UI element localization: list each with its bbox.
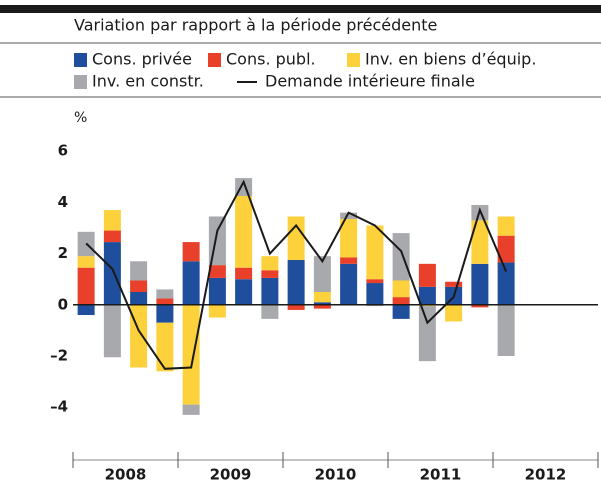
legend-swatch	[208, 53, 221, 67]
y-tick-label: 2	[58, 244, 68, 262]
bar-segment	[340, 257, 358, 264]
bar-segment	[156, 322, 174, 372]
legend-label: Cons. publ.	[226, 50, 316, 69]
bar-segment	[156, 304, 174, 323]
y-tick-label: 0	[58, 295, 68, 313]
bar-segment	[366, 283, 384, 305]
bar-segment	[208, 304, 226, 318]
bar-segment	[392, 233, 410, 281]
y-tick-label: 4	[58, 193, 68, 211]
chart-subtitle: Variation par rapport à la période précé…	[74, 16, 437, 35]
bar-segment	[208, 277, 226, 305]
bar-segment	[471, 263, 489, 305]
bar-segment	[156, 298, 174, 305]
legend-label: Cons. privée	[92, 50, 192, 69]
bar-segment	[77, 267, 95, 305]
bar-segment	[130, 280, 148, 292]
bar-segment	[313, 302, 331, 305]
y-tick-label: –4	[50, 398, 68, 416]
bar-segment	[103, 242, 121, 305]
bar-segment	[445, 304, 463, 322]
bar-segment	[130, 261, 148, 281]
bar-segment	[340, 212, 358, 220]
legend-label: Demande intérieure finale	[265, 72, 475, 91]
x-tick-label: 2010	[315, 466, 357, 484]
bar-segment	[418, 306, 436, 362]
y-unit: %	[74, 110, 87, 126]
bar-segment	[418, 286, 436, 305]
bar-segment	[392, 297, 410, 305]
bar-segment	[130, 292, 148, 305]
bar-segment	[261, 304, 279, 319]
y-tick-label: –2	[50, 347, 68, 365]
bar-segment	[182, 304, 200, 405]
bar-segment	[313, 256, 331, 292]
bar-segment	[156, 289, 174, 299]
bar-segment	[103, 210, 121, 231]
bar-segment	[340, 263, 358, 305]
legend-swatch	[74, 53, 87, 67]
bar-segment	[497, 216, 515, 236]
x-tick-label: 2012	[525, 466, 567, 484]
bar-segment	[261, 277, 279, 305]
bar-segment	[366, 279, 384, 284]
bar-segment	[235, 267, 253, 280]
bar-segment	[392, 304, 410, 319]
bar-segment	[208, 265, 226, 278]
bar-segment	[287, 216, 305, 260]
bar-segment	[313, 292, 331, 303]
bar-segment	[287, 260, 305, 305]
bar-segment	[471, 220, 489, 264]
bar-segment	[392, 280, 410, 298]
legend-swatch	[347, 53, 360, 67]
bar-segment	[103, 230, 121, 243]
bar-segment	[77, 304, 95, 316]
bar-segment	[471, 304, 489, 308]
top-bar	[0, 5, 601, 13]
bar-segment	[340, 219, 358, 258]
y-tick-label: 6	[58, 142, 68, 160]
bar-segment	[182, 261, 200, 305]
bar-segment	[445, 281, 463, 287]
bar-segment	[287, 304, 305, 310]
legend-swatch	[74, 75, 87, 89]
bar-segment	[497, 262, 515, 305]
bar-segment	[497, 235, 515, 263]
bar-segment	[77, 256, 95, 268]
x-tick-label: 2008	[105, 466, 147, 484]
bar-segment	[235, 196, 253, 268]
bar-segment	[182, 242, 200, 262]
legend-label: Inv. en constr.	[92, 72, 204, 91]
bar-segment	[313, 304, 331, 309]
x-tick-label: 2011	[420, 466, 462, 484]
legend-label: Inv. en biens d’équip.	[365, 50, 536, 69]
bar-segment	[261, 256, 279, 271]
line-series	[85, 179, 508, 370]
bar-segment	[182, 404, 200, 415]
bar-segment	[261, 270, 279, 278]
bar-segment	[497, 304, 515, 356]
bar-segment	[418, 263, 436, 287]
x-tick-label: 2009	[210, 466, 252, 484]
bar-segment	[366, 225, 384, 280]
bar-segment	[235, 279, 253, 305]
bar-segment	[103, 304, 121, 358]
